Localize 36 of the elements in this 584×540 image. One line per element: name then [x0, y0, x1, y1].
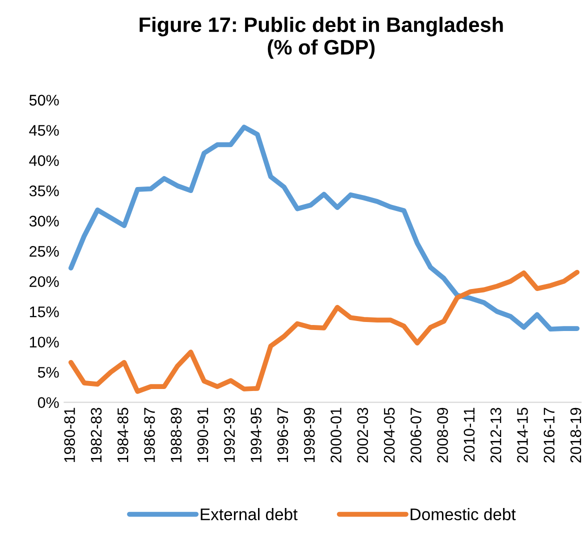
x-tick-label: 1996-97	[277, 408, 288, 462]
y-tick-label: 0%	[38, 397, 59, 408]
y-tick-label: 25%	[30, 246, 59, 257]
x-tick-label: 1990-91	[197, 408, 208, 462]
x-tick-label: 1980-81	[64, 408, 75, 462]
x-tick-label: 2018-19	[570, 408, 582, 462]
y-tick-label: 10%	[30, 336, 59, 348]
y-tick-label: 5%	[38, 366, 59, 378]
x-tick-label: 2008-09	[437, 408, 448, 462]
x-tick-label: 1994-95	[250, 408, 262, 462]
y-tick-label: 45%	[29, 125, 59, 136]
x-tick-label: 2010-11	[464, 408, 475, 462]
y-tick-label: 15%	[30, 306, 59, 318]
line-series	[68, 270, 580, 394]
y-tick-label: 50%	[29, 94, 59, 106]
x-tick-label: 2014-15	[517, 408, 528, 462]
x-tick-label: 1992-93	[224, 408, 235, 462]
x-tick-label: 2016-17	[544, 408, 555, 462]
y-tick-label: 40%	[29, 155, 59, 166]
x-tick-label: 1982-83	[90, 408, 102, 462]
legend-label: External debt	[200, 508, 298, 520]
x-tick-label: 2004-05	[384, 408, 395, 462]
x-tick-label: 2006-07	[410, 408, 422, 462]
x-tick-label: 2000-01	[330, 408, 342, 462]
x-tick-label: 1998-99	[304, 408, 315, 462]
x-tick-label: 1984-85	[117, 408, 128, 462]
y-tick-label: 30%	[29, 216, 59, 227]
x-tick-label: 2002-03	[357, 408, 368, 462]
y-tick-label: 35%	[29, 185, 59, 196]
legend-label: Domestic debt	[410, 508, 516, 520]
x-tick-label: 2012-13	[490, 408, 502, 462]
line-series	[68, 124, 580, 332]
chart-title: Figure 17: Public debt in Bangladesh (% of GDP)	[140, 16, 503, 59]
y-tick-label: 20%	[30, 276, 59, 288]
x-tick-label: 1988-89	[170, 408, 182, 462]
x-tick-label: 1986-87	[144, 408, 155, 462]
